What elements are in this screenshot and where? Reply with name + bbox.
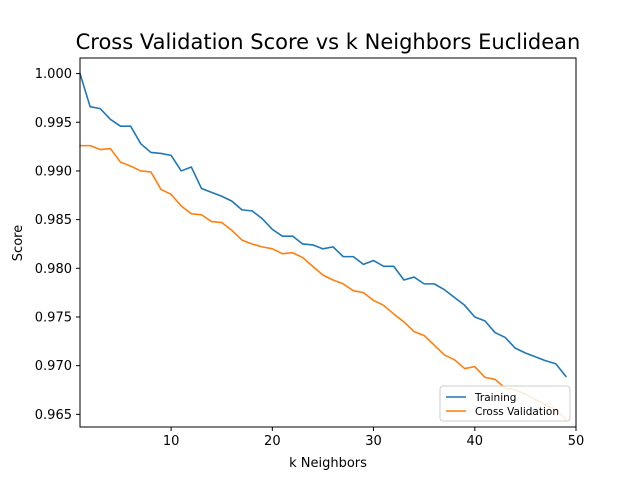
- y-tick-label: 0.970: [35, 359, 72, 374]
- y-tick-label: 0.990: [35, 164, 72, 179]
- y-tick-label: 1.000: [35, 67, 72, 82]
- legend-label-2: Cross Validation: [475, 406, 559, 418]
- chart-title: Cross Validation Score vs k Neighbors Eu…: [76, 30, 581, 54]
- y-tick-label: 0.975: [35, 310, 72, 325]
- plot-area: [79, 72, 568, 421]
- y-tick-label: 0.980: [35, 262, 72, 277]
- x-tick-label: 30: [365, 434, 382, 449]
- x-tick-label: 50: [568, 434, 585, 449]
- legend-label-1: Training: [474, 392, 516, 404]
- axes: 10 20 30 40 50 0.965 0.970 0.975 0.980 0.985 0.990…: [35, 57, 585, 449]
- series-line-1: [79, 72, 568, 378]
- y-tick-label: 0.985: [35, 213, 72, 228]
- x-axis-label: k Neighbors: [289, 456, 367, 471]
- legend: Training Cross Validation: [439, 385, 571, 422]
- x-tick-label: 10: [163, 434, 180, 449]
- legend-box: [439, 385, 571, 422]
- x-tick-label: 20: [264, 434, 281, 449]
- plot-frame: [79, 57, 577, 428]
- x-tick-label: 40: [467, 434, 484, 449]
- y-tick-label: 0.965: [35, 408, 72, 423]
- y-tick-label: 0.995: [35, 116, 72, 131]
- series-line-2: [79, 144, 568, 421]
- y-axis-label: Score: [11, 225, 26, 261]
